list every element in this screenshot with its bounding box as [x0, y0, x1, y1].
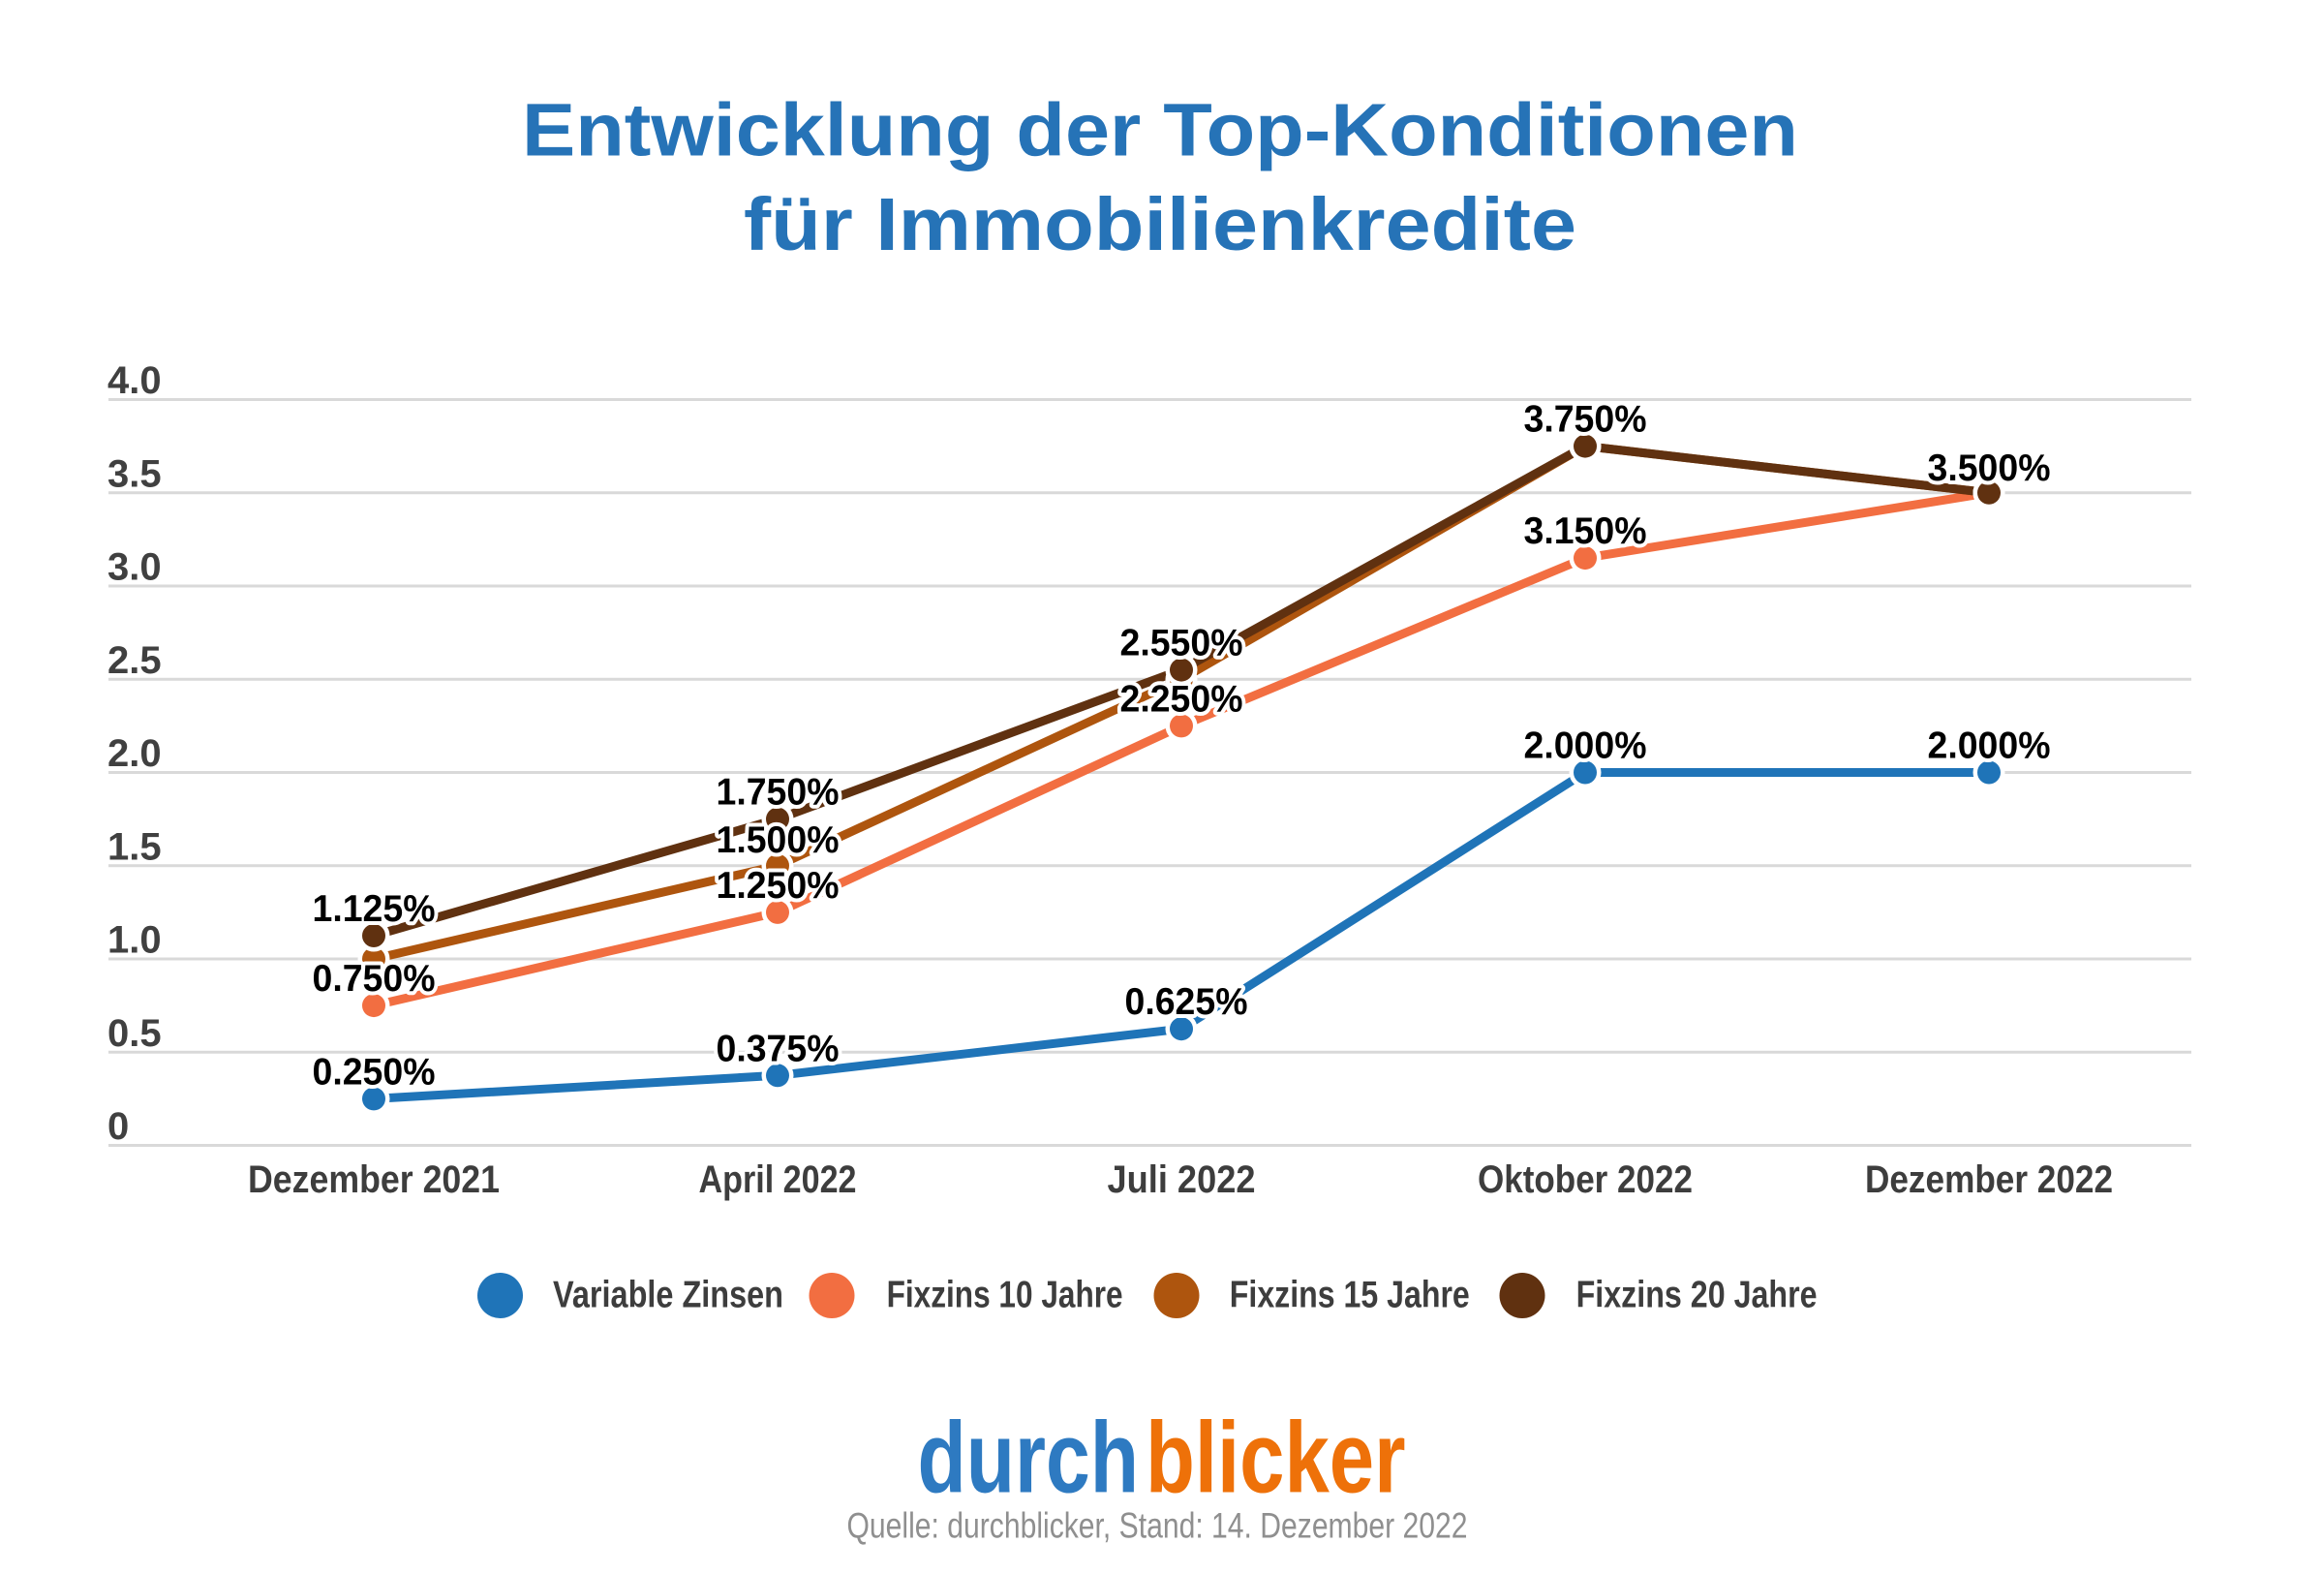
svg-text:0.5: 0.5 [107, 1012, 162, 1055]
svg-text:0.625%: 0.625% [1125, 981, 1248, 1023]
svg-text:Fixzins 15 Jahre: Fixzins 15 Jahre [1230, 1275, 1470, 1316]
svg-text:3.750%: 3.750% [1524, 399, 1647, 441]
svg-text:Juli 2022: Juli 2022 [1108, 1158, 1256, 1201]
svg-text:1.125%: 1.125% [313, 888, 436, 930]
svg-text:2.000%: 2.000% [1524, 725, 1647, 767]
svg-text:0: 0 [107, 1105, 129, 1148]
svg-text:1.750%: 1.750% [717, 772, 840, 814]
svg-text:durch: durch [918, 1402, 1140, 1514]
svg-text:3.0: 3.0 [107, 546, 162, 589]
svg-text:1.5: 1.5 [107, 825, 162, 868]
svg-text:Fixzins 20 Jahre: Fixzins 20 Jahre [1576, 1275, 1818, 1316]
svg-text:für Immobilienkredite: für Immobilienkredite [744, 183, 1576, 266]
svg-text:3.500%: 3.500% [1928, 448, 2051, 489]
svg-text:0.250%: 0.250% [313, 1051, 436, 1093]
svg-text:2.5: 2.5 [107, 639, 162, 682]
svg-text:1.500%: 1.500% [717, 819, 840, 861]
svg-text:blicker: blicker [1146, 1402, 1406, 1514]
svg-text:0.750%: 0.750% [313, 958, 436, 1000]
svg-text:2.550%: 2.550% [1120, 623, 1243, 664]
svg-text:Quelle: durchblicker, Stand: 1: Quelle: durchblicker, Stand: 14. Dezembe… [847, 1505, 1468, 1545]
svg-text:Entwicklung der Top-Konditione: Entwicklung der Top-Konditionen [522, 89, 1798, 172]
svg-text:Fixzins 10 Jahre: Fixzins 10 Jahre [887, 1275, 1123, 1316]
svg-text:1.0: 1.0 [107, 919, 162, 962]
svg-text:3.150%: 3.150% [1524, 510, 1647, 552]
svg-text:Dezember 2021: Dezember 2021 [248, 1158, 500, 1201]
svg-text:0.375%: 0.375% [717, 1028, 840, 1069]
svg-text:Dezember 2022: Dezember 2022 [1865, 1158, 2113, 1201]
svg-text:1.250%: 1.250% [717, 865, 840, 907]
svg-text:3.5: 3.5 [107, 452, 162, 495]
svg-text:Variable Zinsen: Variable Zinsen [553, 1275, 783, 1316]
svg-text:4.0: 4.0 [107, 359, 162, 402]
svg-text:April 2022: April 2022 [699, 1158, 857, 1201]
svg-text:Oktober 2022: Oktober 2022 [1478, 1158, 1693, 1201]
svg-text:2.250%: 2.250% [1120, 678, 1243, 720]
svg-text:2.000%: 2.000% [1928, 725, 2051, 767]
svg-text:2.0: 2.0 [107, 732, 162, 775]
